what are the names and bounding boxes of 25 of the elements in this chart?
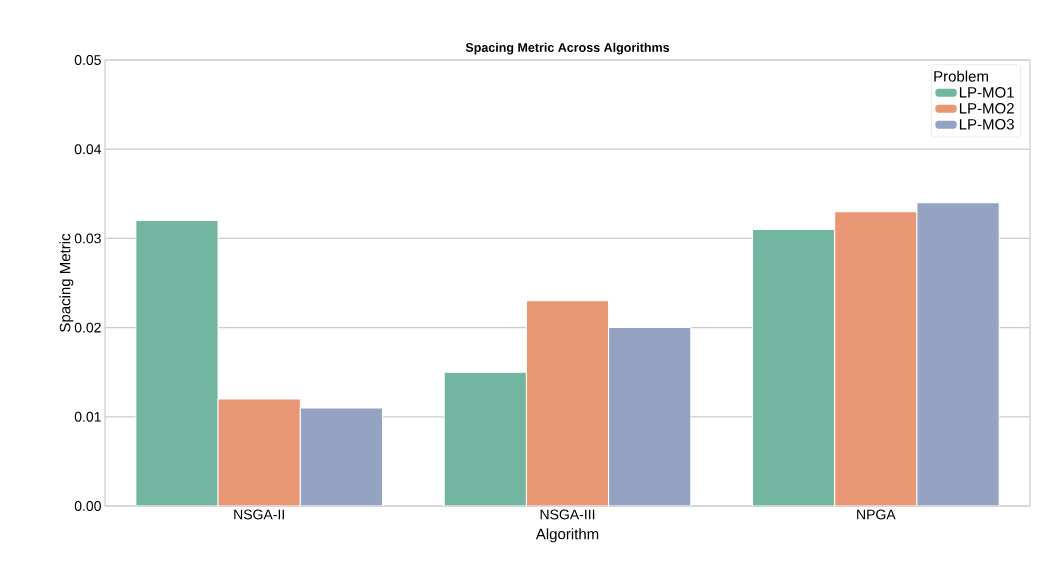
- x-tick-label: NSGA-III: [540, 509, 595, 520]
- bar: [916, 202, 1000, 506]
- legend-title: Problem: [934, 70, 988, 82]
- bar: [526, 300, 609, 506]
- x-tick-label: NSGA-II: [234, 509, 284, 520]
- bar: [217, 398, 301, 506]
- bar: [752, 228, 836, 506]
- y-axis-title: Spacing Metric: [59, 233, 74, 332]
- y-tick-label: 0.02: [74, 322, 101, 333]
- bar: [299, 407, 383, 506]
- chart-title: Spacing Metric Across Algorithms: [465, 42, 670, 55]
- y-tick-label: 0.04: [74, 144, 102, 155]
- bar: [444, 372, 527, 506]
- y-tick-label: 0.01: [74, 411, 101, 422]
- bar: [608, 327, 691, 506]
- bar: [135, 220, 219, 506]
- legend-label: LP-MO2: [959, 102, 1014, 114]
- bar: [834, 211, 918, 506]
- y-tick-label: 0.05: [74, 55, 101, 65]
- legend-label: LP-MO1: [959, 87, 1014, 98]
- x-tick-label: NPGA: [857, 509, 896, 520]
- y-tick-label: 0.03: [74, 233, 101, 244]
- x-axis-title: Algorithm: [535, 528, 599, 543]
- legend-label: LP-MO3: [959, 118, 1014, 130]
- y-tick-label: 0.00: [74, 501, 101, 511]
